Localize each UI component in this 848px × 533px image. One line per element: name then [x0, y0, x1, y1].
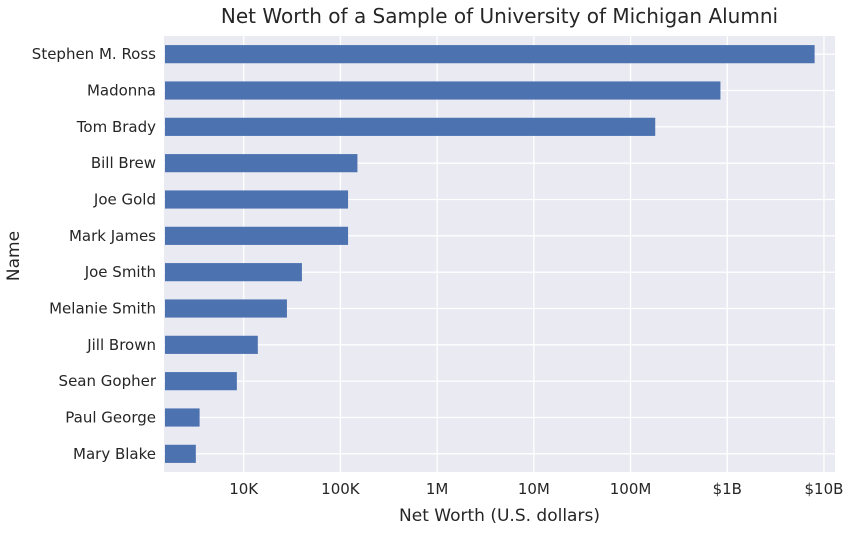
y-tick-label: Tom Brady [76, 118, 156, 136]
y-tick-label: Mark James [69, 227, 156, 245]
bar [165, 226, 349, 245]
x-tick-label: 100M [610, 480, 652, 498]
bar [165, 45, 815, 64]
x-tick-label: 10M [518, 480, 550, 498]
x-tick-label: 100K [321, 480, 361, 498]
chart-title: Net Worth of a Sample of University of M… [220, 4, 779, 28]
x-tick-label: 10K [229, 480, 259, 498]
bar [165, 335, 258, 354]
y-tick-label: Joe Gold [93, 191, 156, 209]
bar [165, 372, 237, 391]
x-axis-label: Net Worth (U.S. dollars) [399, 506, 600, 526]
y-tick-label: Jill Brown [86, 336, 156, 354]
x-tick-label: $10B [805, 480, 844, 498]
y-tick-label: Paul George [65, 409, 156, 427]
y-tick-label: Madonna [87, 82, 156, 100]
y-tick-label: Joe Smith [84, 263, 156, 281]
plot-area [164, 36, 835, 472]
bars [165, 45, 815, 463]
x-tick-label: $1B [713, 480, 742, 498]
bar [165, 408, 200, 427]
x-tick-labels: 10K 100K 1M 10M 100M $1B $10B [229, 480, 843, 498]
y-tick-labels: Stephen M. Ross Madonna Tom Brady Bill Brew… [32, 45, 157, 463]
x-tick-label: 1M [426, 480, 449, 498]
bar [165, 444, 196, 463]
bar [165, 299, 287, 318]
bar [165, 117, 656, 136]
bar [165, 263, 302, 282]
bar [165, 81, 721, 100]
y-tick-label: Melanie Smith [49, 300, 156, 318]
y-tick-label: Stephen M. Ross [32, 45, 156, 63]
y-tick-label: Bill Brew [91, 154, 156, 172]
y-tick-label: Mary Blake [73, 445, 156, 463]
bar [165, 190, 349, 209]
bar [165, 154, 358, 173]
y-tick-label: Sean Gopher [59, 372, 157, 390]
